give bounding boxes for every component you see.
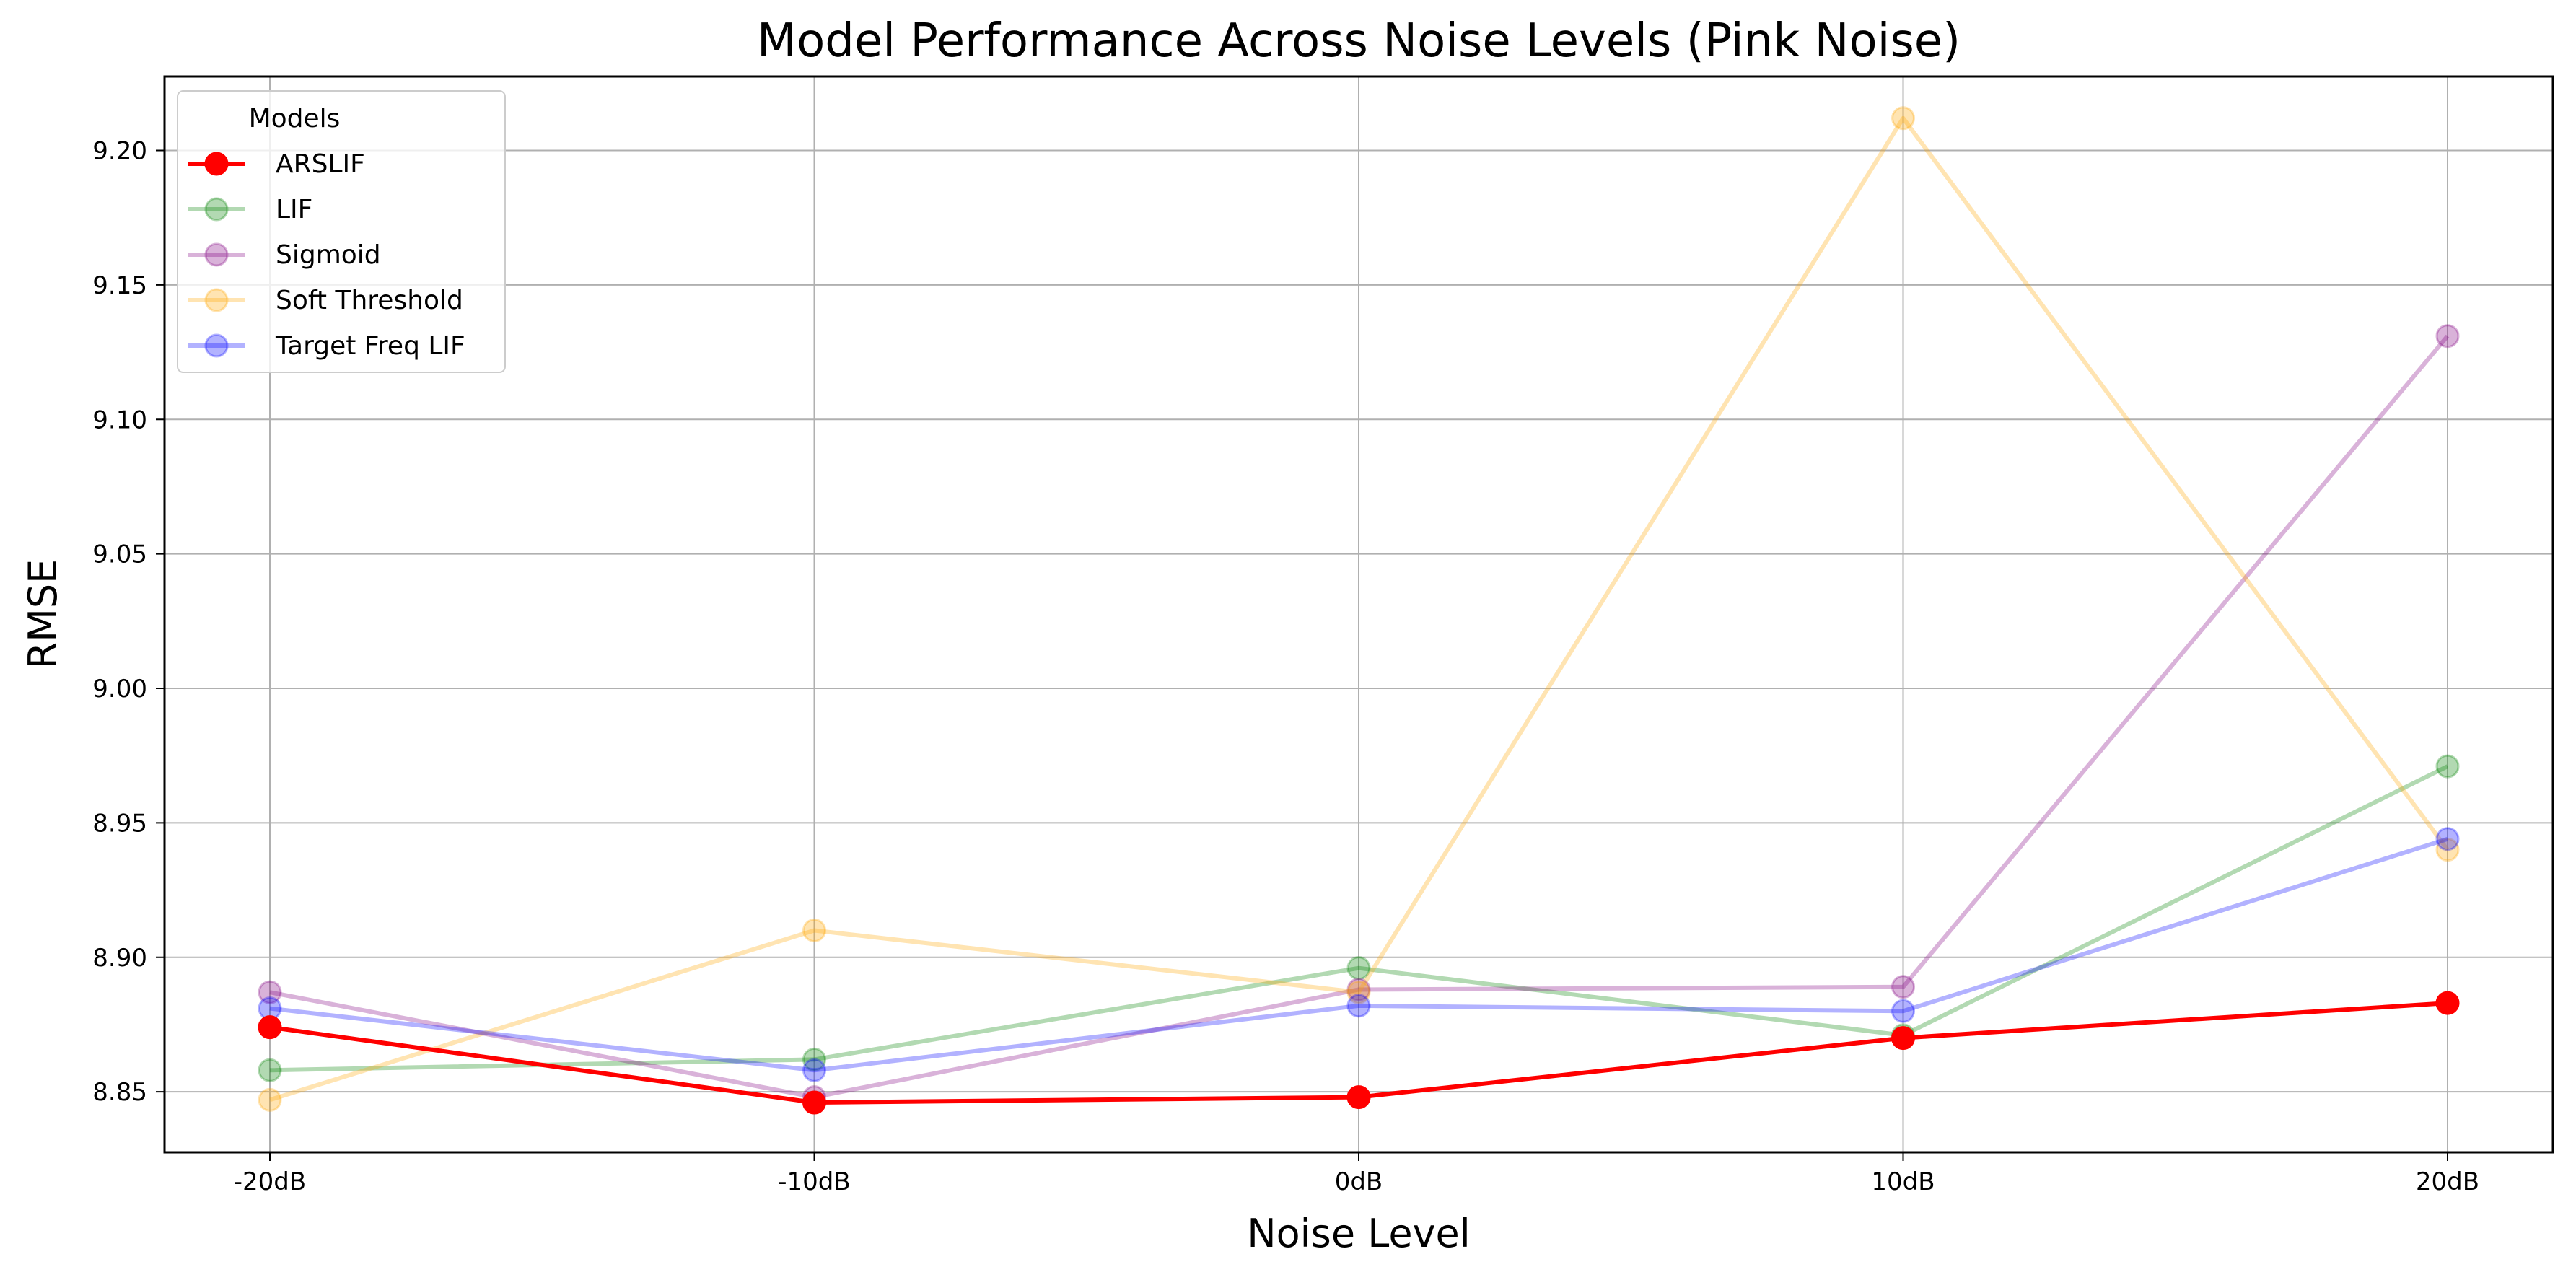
series-arslif [258, 991, 2460, 1115]
data-point-sigmoid [1346, 977, 1371, 1001]
legend-label-sigmoid: Sigmoid [276, 240, 381, 270]
data-point-target-freq-lif [1891, 999, 1915, 1023]
data-point-soft-threshold [1891, 106, 1915, 131]
series-line-target-freq-lif [269, 836, 2448, 1073]
x-tick-label: 10dB [1871, 1167, 1935, 1196]
y-axis-title: RMSE [20, 559, 66, 670]
y-tick-label: 9.00 [92, 675, 147, 703]
y-tick-label: 8.90 [92, 944, 147, 973]
data-point-arslif [1346, 1085, 1371, 1110]
x-tick-label: 0dB [1335, 1167, 1383, 1196]
data-point-soft-threshold [802, 918, 826, 942]
series-layer [258, 106, 2460, 1115]
data-point-sigmoid [2435, 324, 2460, 349]
x-tick-label: 20dB [2416, 1167, 2479, 1196]
tick-layer: -20dB -10dB 0dB 10dB 20dB 8.85 8.90 8.95 9.00 9.0… [92, 137, 2479, 1196]
data-point-sigmoid [1891, 975, 1915, 999]
data-point-target-freq-lif [1346, 994, 1371, 1018]
x-tick-label: -10dB [778, 1167, 850, 1196]
legend-label-arslif: ARSLIF [276, 149, 365, 179]
legend-marker-arslif [204, 152, 229, 176]
x-axis-title: Noise Level [1247, 1211, 1471, 1256]
data-point-soft-threshold [258, 1087, 282, 1112]
legend-marker-lif [204, 197, 229, 222]
data-point-lif [2435, 754, 2460, 779]
data-point-lif [258, 1058, 282, 1082]
series-soft-threshold [258, 106, 2460, 1112]
data-point-arslif [258, 1015, 282, 1040]
chart-title: Model Performance Across Noise Levels (P… [757, 14, 1961, 68]
y-tick-label: 8.85 [92, 1078, 147, 1107]
legend: Models ARSLIF LIF Sigmoid Soft Threshold Targ… [177, 90, 506, 373]
legend-marker-sigmoid [204, 242, 229, 267]
data-point-lif [802, 1047, 826, 1071]
data-point-arslif [1891, 1026, 1915, 1051]
x-tick-label: -20dB [234, 1167, 306, 1196]
series-line-sigmoid [269, 334, 2450, 1100]
legend-marker-target-freq-lif [204, 333, 229, 358]
legend-label-lif: LIF [276, 195, 312, 224]
data-point-target-freq-lif [802, 1058, 826, 1082]
y-tick-label: 8.95 [92, 809, 147, 838]
y-tick-label: 9.05 [92, 540, 147, 569]
data-point-sigmoid [258, 980, 282, 1004]
legend-box [177, 90, 506, 373]
legend-label-soft-threshold: Soft Threshold [276, 286, 463, 315]
series-line-soft-threshold [269, 115, 2450, 1103]
y-tick-label: 9.15 [92, 271, 147, 300]
data-point-arslif [2435, 991, 2460, 1015]
series-line-lif [269, 764, 2449, 1073]
y-tick-label: 9.10 [92, 406, 147, 434]
data-point-lif [1346, 956, 1371, 981]
series-target-freq-lif [258, 827, 2460, 1082]
data-point-soft-threshold [2435, 838, 2460, 862]
y-tick-label: 9.20 [92, 137, 147, 166]
legend-title: Models [249, 104, 341, 133]
data-point-arslif [802, 1090, 826, 1115]
data-point-soft-threshold [1346, 980, 1371, 1004]
legend-label-target-freq-lif: Target Freq LIF [275, 331, 465, 361]
data-point-target-freq-lif [2435, 827, 2460, 851]
grid-layer [165, 76, 2553, 1152]
legend-marker-soft-threshold [204, 288, 229, 312]
